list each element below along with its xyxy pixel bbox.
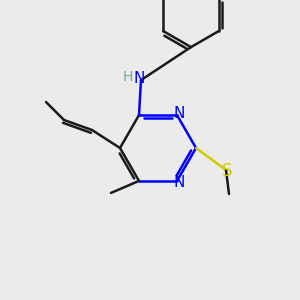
Text: S: S [222,162,232,180]
Text: N: N [133,70,145,86]
Text: N: N [173,106,185,121]
Text: H: H [123,70,133,84]
Text: N: N [173,176,185,190]
